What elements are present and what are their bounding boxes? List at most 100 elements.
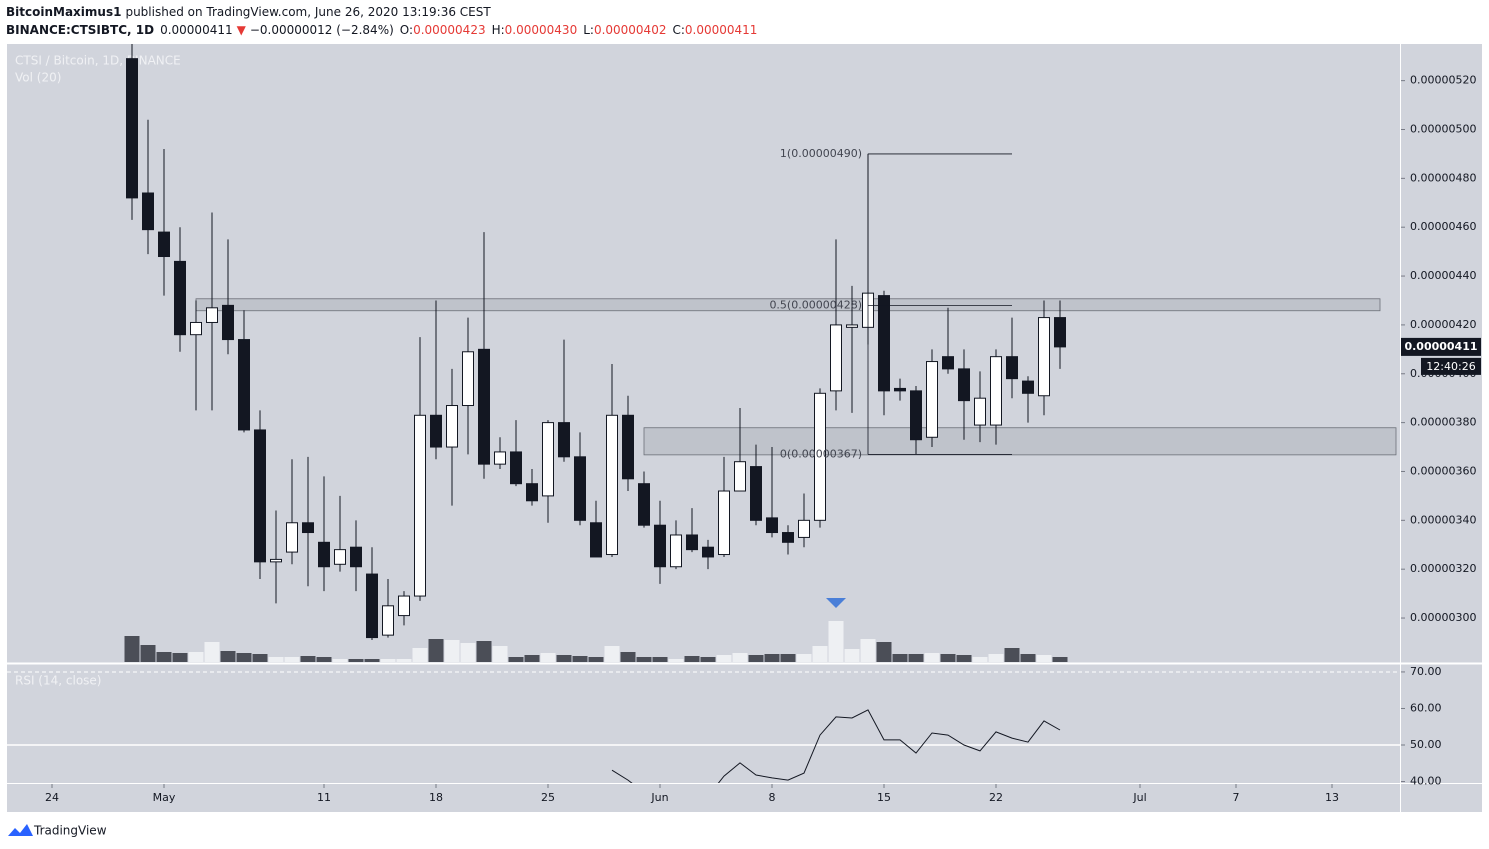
x-tick-label: 8	[769, 791, 776, 804]
candle-body	[766, 517, 778, 534]
ohlc-value: 0.00000411	[685, 23, 758, 37]
candle-body	[686, 534, 698, 551]
rsi-line	[611, 709, 1061, 783]
volume-bar	[844, 649, 860, 662]
volume-bar	[668, 659, 684, 662]
publisher: BitcoinMaximus1	[6, 5, 121, 19]
ohlc-label: C:	[672, 23, 684, 37]
candle-body	[1054, 317, 1066, 348]
volume-bar	[988, 654, 1004, 662]
rsi-tick-label: 40.00	[1410, 775, 1442, 788]
x-tick-label: 11	[317, 791, 331, 804]
volume-bar	[908, 654, 924, 662]
volume-bar	[780, 654, 796, 662]
ohlc-label: H:	[492, 23, 505, 37]
candle-body	[366, 573, 378, 639]
candle-body	[1038, 317, 1050, 397]
volume-bar	[636, 657, 652, 662]
fib-label: 1(0.00000490)	[780, 147, 862, 160]
last-price-box	[1401, 337, 1481, 356]
volume-bar	[716, 655, 732, 662]
candle-body	[510, 451, 522, 485]
volume-bar	[428, 639, 444, 662]
arrow: ▼	[237, 23, 247, 37]
candle-body	[398, 595, 410, 617]
last-price-label: 0.00000411	[1404, 340, 1477, 353]
volume-bar	[812, 646, 828, 662]
candle-body	[718, 490, 730, 556]
x-tick-label: 24	[45, 791, 59, 804]
volume-bar	[1052, 657, 1068, 662]
ohlc-value: 0.00000423	[413, 23, 486, 37]
y-tick-label: 0.00000420	[1410, 318, 1476, 331]
volume-bar	[252, 654, 268, 662]
candle-body	[430, 414, 442, 448]
x-tick-label: 7	[1233, 791, 1240, 804]
candle-body	[350, 546, 362, 568]
x-tick-label: 22	[989, 791, 1003, 804]
volume-bar	[556, 655, 572, 662]
candle-body	[142, 192, 154, 231]
y-tick-label: 0.00000320	[1410, 562, 1476, 575]
volume-bar	[764, 654, 780, 662]
candle-body	[270, 558, 282, 563]
rsi-tick-label: 60.00	[1410, 701, 1442, 714]
candle-body	[670, 534, 682, 568]
header-line: BitcoinMaximus1 published on TradingView.…	[6, 5, 491, 19]
countdown-box	[1421, 357, 1481, 375]
y-tick-label: 0.00000380	[1410, 416, 1476, 429]
legend-volume: Vol (20)	[15, 71, 61, 85]
candle-body	[846, 324, 858, 328]
candle-body	[174, 260, 186, 336]
candle-body	[702, 546, 714, 558]
candle-body	[990, 356, 1002, 426]
volume-bar	[876, 642, 892, 662]
rsi-pane	[7, 671, 1400, 783]
candle-body	[302, 522, 314, 534]
logo	[8, 824, 33, 836]
candle-body	[318, 541, 330, 568]
volume-bar	[300, 656, 316, 662]
x-tick-label: Jun	[650, 791, 668, 804]
last: 0.00000411	[160, 23, 233, 37]
brand: TradingView	[33, 824, 107, 838]
y-tick-label: 0.00000460	[1410, 220, 1476, 233]
rsi-tick-label: 50.00	[1410, 738, 1442, 751]
volume-bar	[476, 641, 492, 662]
candle-body	[654, 524, 666, 568]
candle-body	[446, 405, 458, 448]
ohlc-value: 0.00000402	[594, 23, 667, 37]
x-tick-label: 13	[1325, 791, 1339, 804]
candle-body	[606, 414, 618, 556]
volume-bar	[1020, 654, 1036, 662]
candle-body	[782, 532, 794, 543]
volume-bar	[684, 656, 700, 662]
volume-bar	[828, 621, 844, 662]
candle-body	[926, 361, 938, 438]
volume-bar	[204, 642, 220, 662]
volume-bar	[748, 655, 764, 662]
zone	[643, 427, 1397, 456]
y-tick-label: 0.00000360	[1410, 464, 1476, 477]
fib-label: 0.5(0.00000428)	[769, 298, 862, 311]
candle-body	[126, 58, 138, 199]
symbol-line: BINANCE:CTSIBTC, 1D 0.00000411 ▼ −0.0000001…	[6, 23, 757, 37]
volume-bar	[652, 657, 668, 662]
volume-bar	[444, 640, 460, 662]
volume-bar	[700, 657, 716, 662]
volume-bar	[124, 636, 140, 662]
ohlc-value: 0.00000430	[505, 23, 578, 37]
published: published on TradingView.com, June 26, 2…	[125, 5, 491, 19]
volume-bar	[172, 653, 188, 662]
ohlc-label: L:	[583, 23, 594, 37]
volume-bar	[924, 653, 940, 662]
candle-body	[830, 324, 842, 392]
volume-bar	[268, 657, 284, 662]
candle-body	[590, 522, 602, 558]
candle-body	[558, 422, 570, 458]
volume-bar	[348, 659, 364, 662]
volume-bar	[732, 653, 748, 662]
signal-marker	[826, 598, 846, 608]
candle-body	[478, 348, 490, 465]
y-tick-label: 0.00000440	[1410, 269, 1476, 282]
